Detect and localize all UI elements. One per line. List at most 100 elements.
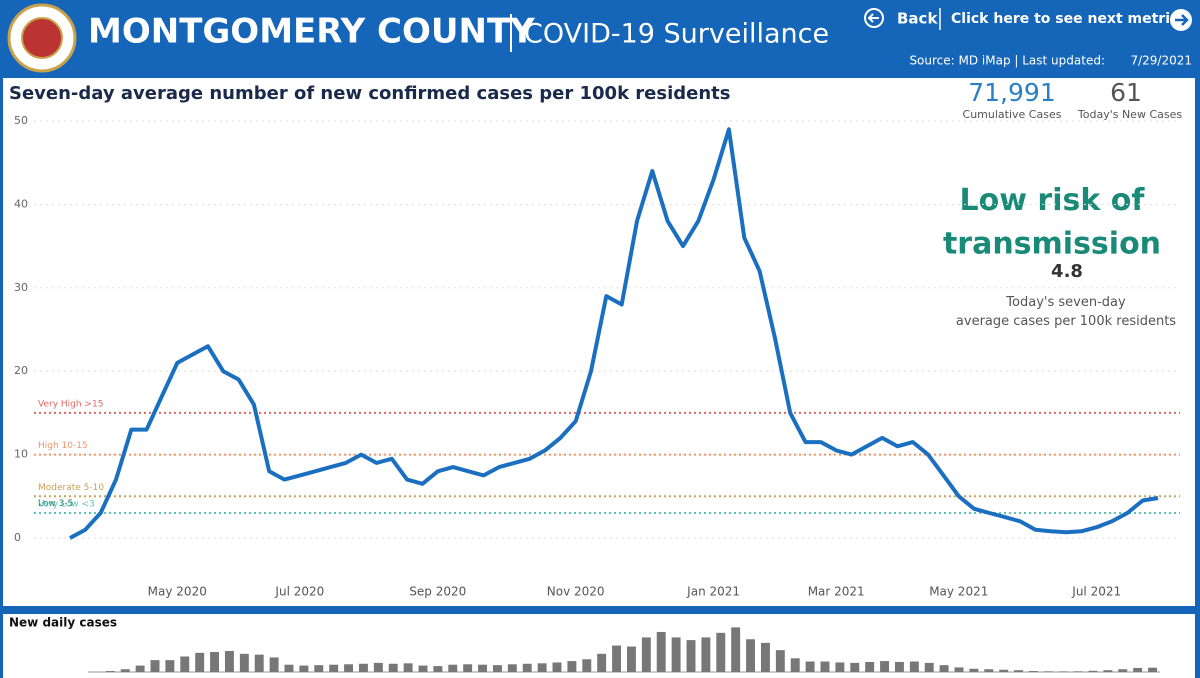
header-title: MONTGOMERY COUNTY [88,12,535,52]
bar [582,659,592,672]
x-tick-label: Jul 2021 [1071,585,1121,599]
x-tick-label: Nov 2020 [547,585,605,599]
bar [1148,667,1158,672]
bar [1088,670,1098,672]
bar [269,657,279,672]
updated-date: 7/29/2021 [1130,54,1192,68]
bar [1028,671,1038,672]
kpi-value: 61 [1110,78,1142,107]
y-tick-label: 40 [14,197,28,210]
daily-title: New daily cases [9,616,117,630]
bar [299,665,309,672]
seal-center [21,17,63,59]
bar [954,667,964,672]
threshold-label: Moderate 5-10 [38,483,104,493]
bar [999,669,1009,672]
main-panel [3,78,1195,606]
kpi-label: Cumulative Cases [963,108,1062,121]
bar [686,640,696,672]
bar [344,664,354,672]
bar [612,645,622,672]
kpi-value: 71,991 [968,78,1055,107]
bar [894,661,904,672]
bar [254,654,264,672]
bar [1073,671,1083,672]
bar [626,646,636,672]
y-tick-label: 30 [14,281,28,294]
bar [790,658,800,672]
bar [641,637,651,672]
x-tick-label: Mar 2021 [808,585,865,599]
next-metric-link[interactable]: Click here to see next metric [951,11,1178,27]
x-tick-label: May 2021 [929,585,988,599]
y-tick-label: 20 [14,364,28,377]
bar [373,662,383,672]
bar [329,664,339,672]
bar [850,662,860,672]
bar [478,664,488,672]
x-tick-label: May 2020 [148,585,207,599]
bar [731,627,741,672]
y-tick-label: 50 [14,114,28,127]
bar [1014,670,1024,672]
bar [463,664,473,672]
bar [552,662,562,672]
bar [135,665,145,672]
back-arrow[interactable] [867,13,879,23]
risk-status: Low risk of transmission [943,183,1161,262]
x-tick-label: Sep 2020 [409,585,466,599]
bar [939,665,949,672]
bar [597,653,607,672]
risk-value: 4.8 [1051,261,1083,282]
bar [1133,667,1143,672]
next-arrow[interactable] [1175,14,1189,26]
bar [1058,671,1068,672]
y-tick-label: 10 [14,448,28,461]
kpi-label: Today's New Cases [1077,108,1182,121]
bar [314,665,324,672]
bar [701,637,711,672]
threshold-label: High 10-15 [38,441,88,451]
bar [448,664,458,672]
bar [760,642,770,672]
bar [418,665,428,672]
risk-note: Today's seven-day average cases per 100k … [956,295,1176,329]
back-button[interactable]: Back [897,10,938,28]
bar [224,651,234,672]
bar [805,661,815,672]
bar [522,663,532,672]
back-icon[interactable] [864,8,884,28]
bar [984,669,994,672]
bar [403,663,413,672]
source-text: Source: MD iMap | Last updated: [909,54,1105,68]
y-tick-label: 0 [14,531,21,544]
bar [567,661,577,672]
bar [195,652,205,672]
bar [388,663,398,672]
threshold-label: Low 3-5 [38,499,73,509]
bar [835,662,845,672]
header-subtitle: COVID-19 Surveillance [524,19,829,50]
bar [1103,670,1113,672]
bar [1118,669,1128,672]
bar [880,661,890,672]
bar [820,661,830,672]
bar [969,668,979,672]
bar [671,637,681,672]
x-tick-label: Jan 2021 [686,585,740,599]
bar [537,663,547,672]
bar [507,664,517,672]
bar [775,650,785,672]
bar [150,660,160,672]
bar [716,632,726,672]
bar [924,662,934,672]
bar [433,666,443,672]
bar [1043,671,1053,672]
bar [865,661,875,672]
bar [180,656,190,672]
bar [656,631,666,672]
bar [239,653,249,672]
bar [492,665,502,672]
